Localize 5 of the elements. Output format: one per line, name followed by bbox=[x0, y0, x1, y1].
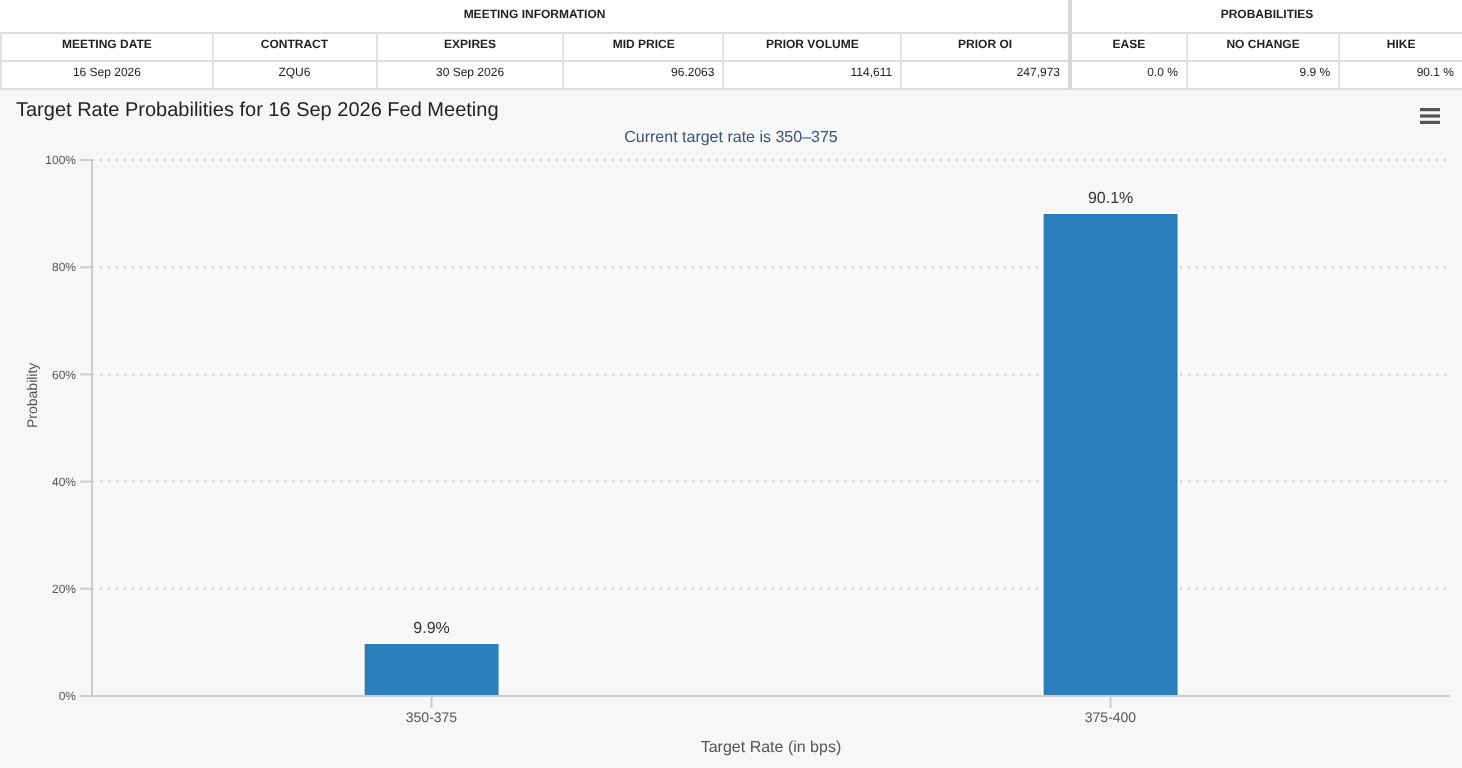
chart-title: Target Rate Probabilities for 16 Sep 2026 Fed Meeting bbox=[16, 100, 499, 122]
data-label: 9.9% bbox=[413, 618, 450, 637]
chart-subtitle: Current target rate is 350–375 bbox=[622, 128, 840, 146]
data-label: 90.1% bbox=[1087, 189, 1134, 208]
x-axis-title: Target Rate (in bps) bbox=[700, 738, 842, 756]
